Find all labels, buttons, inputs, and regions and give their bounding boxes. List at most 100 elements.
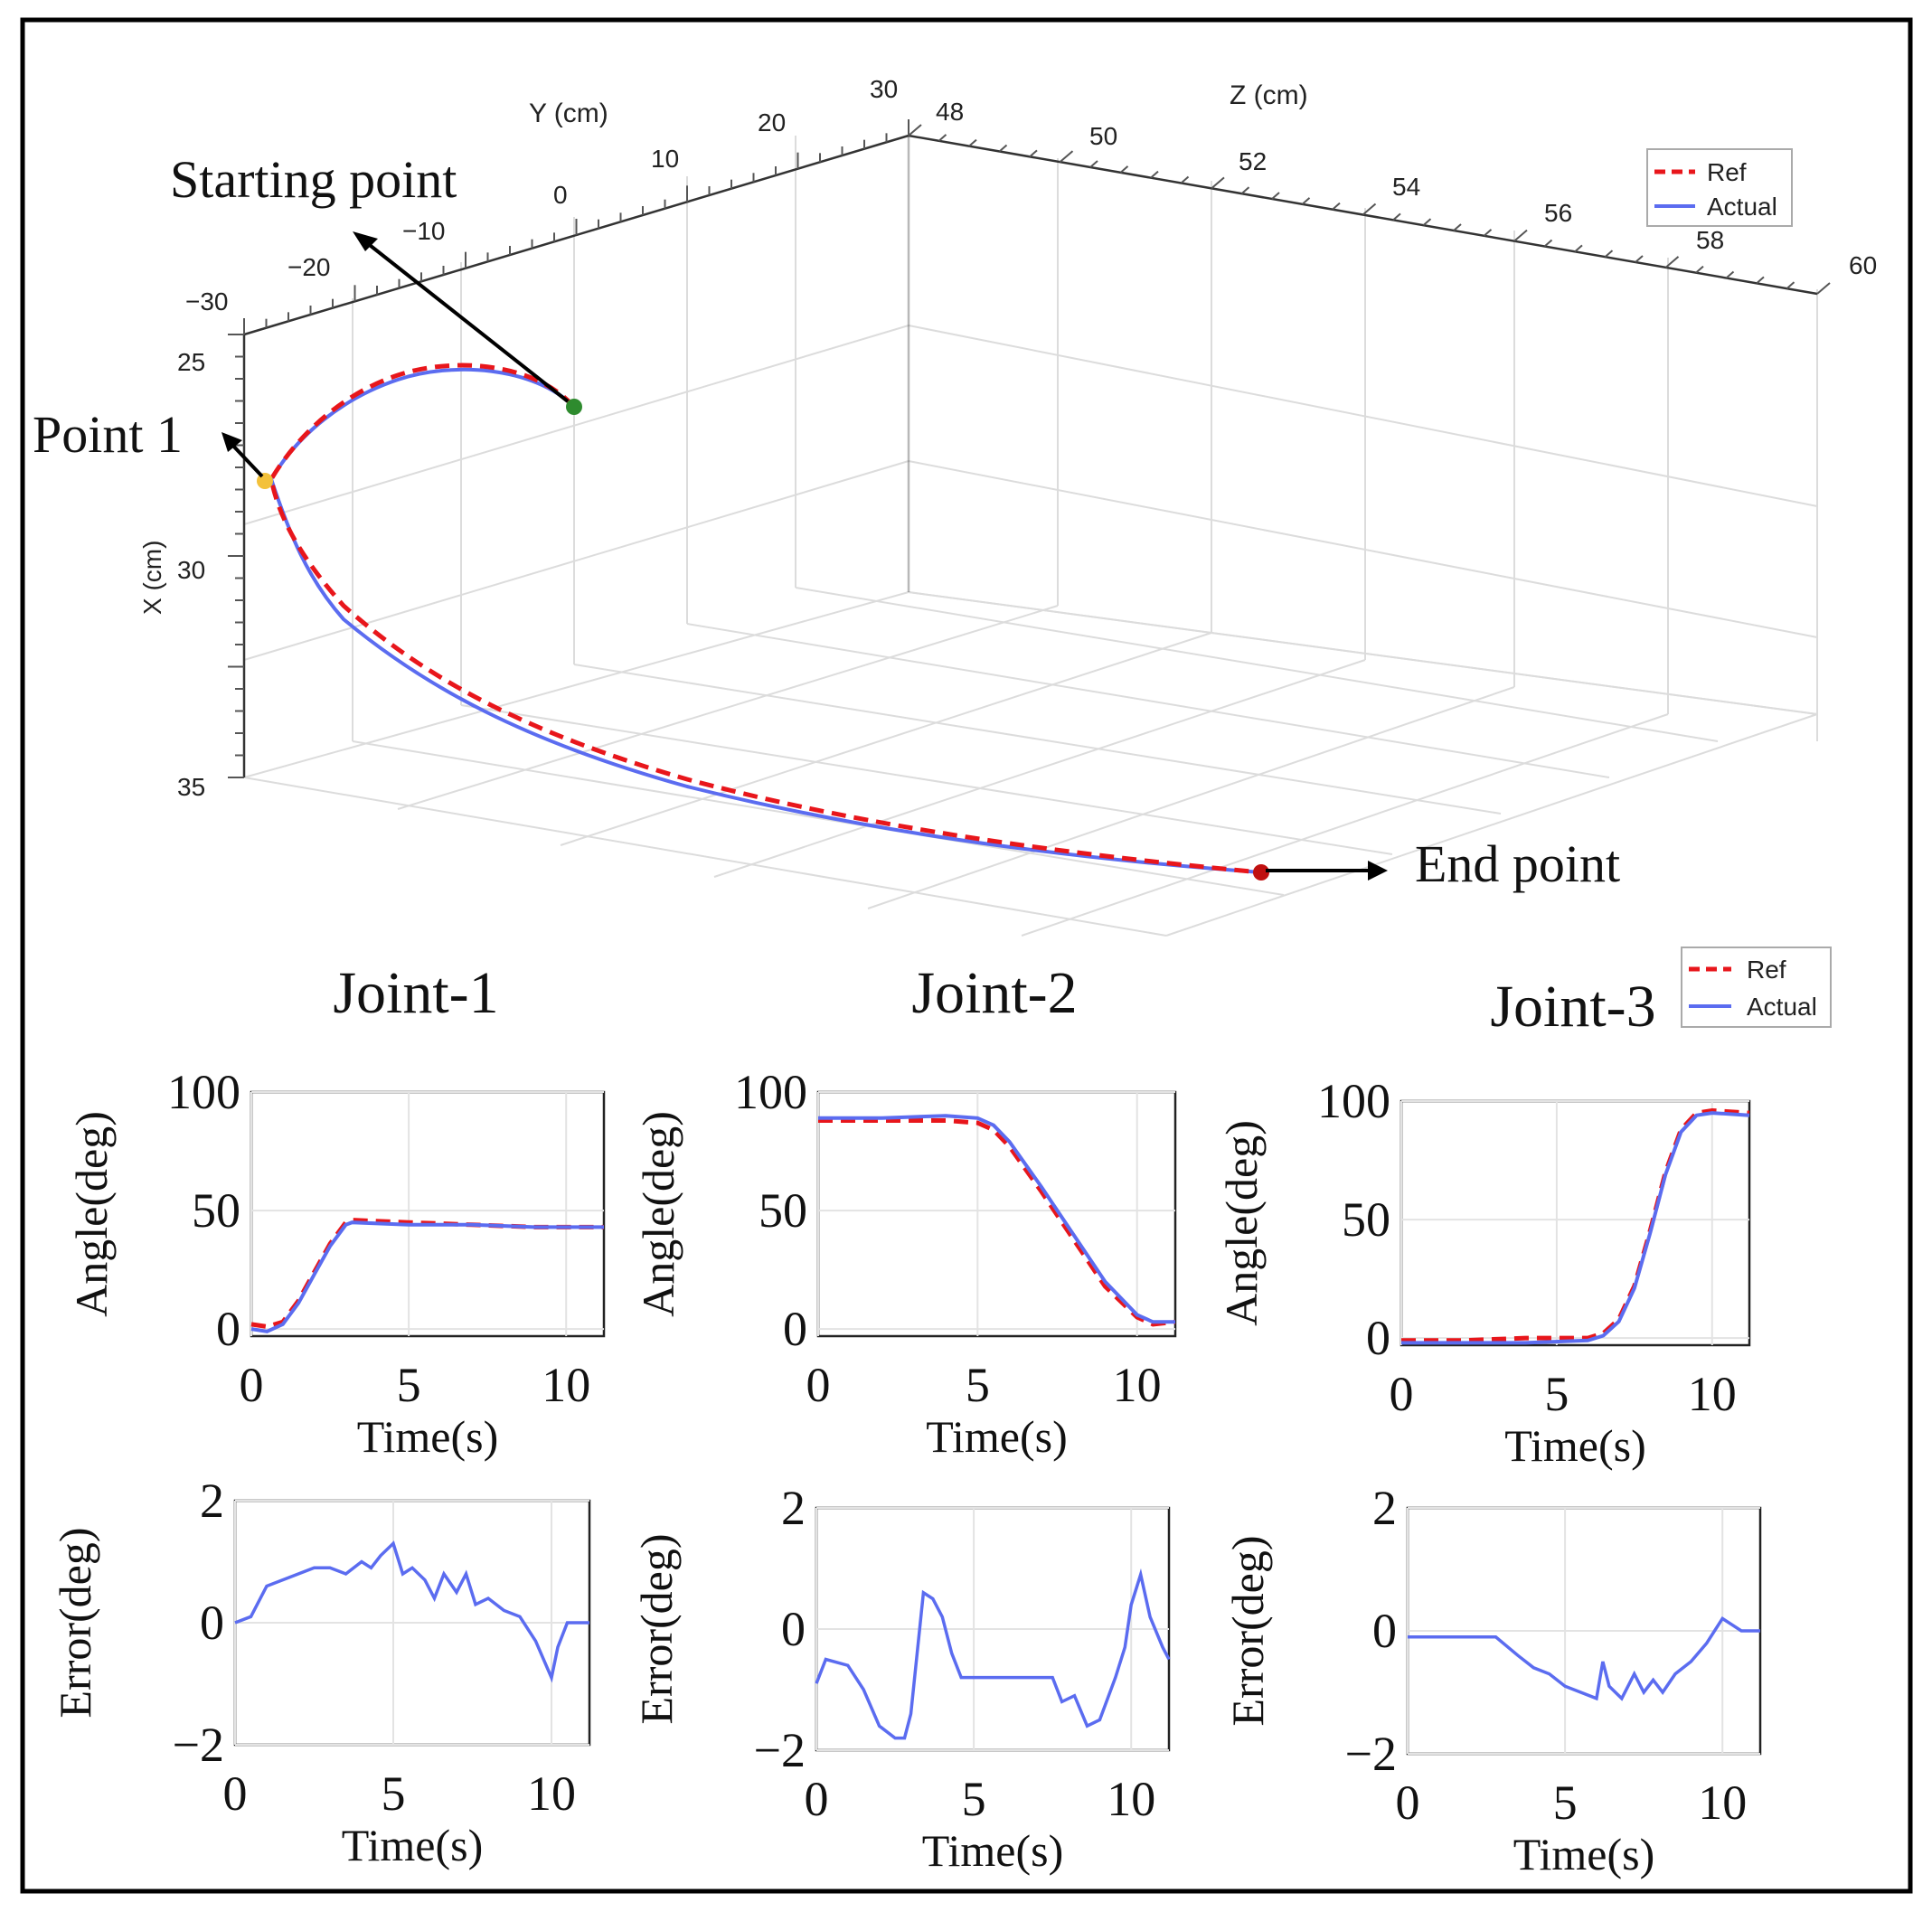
y-tick-label: 2 <box>1372 1481 1397 1535</box>
z-tick-label: 60 <box>1849 251 1877 279</box>
z-axis-label: Z (cm) <box>1230 80 1308 110</box>
actual-series-line <box>815 1568 1171 1740</box>
x-tick-label: 10 <box>1113 1358 1162 1412</box>
y-tick-label: −2 <box>1345 1727 1397 1781</box>
y-tick-label: −30 <box>185 287 229 316</box>
reference-trajectory <box>269 363 1262 875</box>
z-tick-mark <box>1301 197 1311 205</box>
actual-series-line <box>1408 1615 1760 1701</box>
x-tick-label: 30 <box>177 556 205 584</box>
plot-area <box>1400 1099 1751 1347</box>
z-tick-mark <box>1483 229 1493 237</box>
starting-point-marker <box>566 399 582 415</box>
actual-series-line <box>818 1114 1175 1324</box>
y-tick-label: 0 <box>200 1596 224 1650</box>
y-tick-label: 50 <box>192 1183 240 1238</box>
start-arrow <box>364 240 570 403</box>
ref-series-line <box>818 1118 1176 1327</box>
z-tick-mark <box>1362 203 1377 216</box>
y-tick-label: 2 <box>200 1474 224 1528</box>
z-tick-mark <box>1725 270 1735 279</box>
y-axis-label: Angle(deg) <box>1216 1120 1267 1326</box>
z-tick-mark <box>1119 165 1129 174</box>
z-tick-label: 48 <box>936 98 964 126</box>
point1-arrow <box>229 441 264 478</box>
y-tick-label: 100 <box>167 1065 240 1119</box>
y-tick-label: 0 <box>1372 1604 1397 1658</box>
z-tick-label: 58 <box>1696 226 1724 254</box>
actual-series-line <box>250 1220 604 1333</box>
z-tick-mark <box>1786 281 1795 289</box>
z-tick-label: 50 <box>1089 122 1117 150</box>
x-axis-label: X (cm) <box>138 541 166 615</box>
panel-title: Joint-2 <box>911 960 1077 1026</box>
z-tick-label: 52 <box>1239 147 1267 175</box>
point1-label: Point 1 <box>33 405 183 464</box>
y-axis-label: Error(deg) <box>50 1528 100 1719</box>
x-axis-label: Time(s) <box>1513 1829 1655 1879</box>
actual-series-line <box>234 1540 589 1683</box>
z-tick-mark <box>1695 265 1704 274</box>
legend-joints: Ref Actual <box>1681 947 1832 1028</box>
x-tick-label: 10 <box>527 1766 576 1821</box>
y-tick-label: 0 <box>553 181 568 209</box>
figure-frame <box>20 17 1913 1894</box>
x-axis-label: Time(s) <box>357 1411 499 1462</box>
z-tick-mark <box>1240 186 1250 194</box>
z-tick-mark <box>1392 212 1401 221</box>
z-tick-mark <box>1574 244 1583 253</box>
y-axis-label: Error(deg) <box>631 1534 682 1725</box>
x-axis-label: Time(s) <box>342 1820 484 1870</box>
x-tick-label: 5 <box>1544 1367 1569 1421</box>
x-tick-label: 10 <box>1107 1772 1155 1826</box>
z-tick-mark <box>1271 192 1280 200</box>
x-tick-label: 0 <box>1396 1775 1420 1830</box>
y-tick-label: 50 <box>1342 1192 1390 1247</box>
z-tick-mark <box>1664 256 1680 268</box>
y-tick-label: 2 <box>781 1481 806 1535</box>
y-tick-label: 0 <box>781 1602 806 1656</box>
legend-actual-label: Actual <box>1707 193 1777 221</box>
z-tick-mark <box>1604 250 1614 258</box>
y-tick-label: 20 <box>758 108 786 137</box>
x-tick-label: 0 <box>805 1772 829 1826</box>
axis-ticks <box>228 119 1831 778</box>
end-point-label: End point <box>1415 834 1620 893</box>
y-tick-label: −10 <box>402 217 446 245</box>
x-tick-label: 5 <box>1553 1775 1578 1830</box>
y-axis-label: Error(deg) <box>1222 1536 1273 1727</box>
y-axis-label: Angle(deg) <box>633 1111 683 1317</box>
panel-title: Joint-3 <box>1490 974 1655 1040</box>
x-tick-label: 0 <box>223 1766 248 1821</box>
y-tick-label: 30 <box>870 75 898 103</box>
floor-grid <box>243 587 1818 937</box>
y-tick-label: 10 <box>651 145 679 173</box>
legend-actual-label: Actual <box>1747 993 1817 1021</box>
z-tick-mark <box>1756 276 1765 285</box>
z-tick-mark <box>1513 229 1528 242</box>
z-tick-mark <box>1180 175 1190 184</box>
actual-trajectory <box>269 367 1262 874</box>
x-axis-label: Time(s) <box>1504 1420 1646 1471</box>
z-tick-mark <box>1150 170 1159 179</box>
panel-title: Joint-1 <box>333 960 498 1026</box>
z-tick-mark <box>1089 160 1098 168</box>
y-tick-label: 50 <box>759 1183 807 1238</box>
z-tick-mark <box>1816 282 1831 295</box>
z-tick-mark <box>938 134 947 142</box>
plot-area <box>250 1090 606 1338</box>
x-tick-label: 0 <box>240 1358 264 1412</box>
x-tick-label: 0 <box>1390 1367 1414 1421</box>
legend-box <box>1646 148 1793 227</box>
y-axis-label: Angle(deg) <box>66 1111 117 1317</box>
x-tick-label: 5 <box>397 1358 421 1412</box>
x-tick-label: 10 <box>542 1358 590 1412</box>
z-tick-mark <box>1332 202 1341 211</box>
x-tick-label: 5 <box>962 1772 986 1826</box>
